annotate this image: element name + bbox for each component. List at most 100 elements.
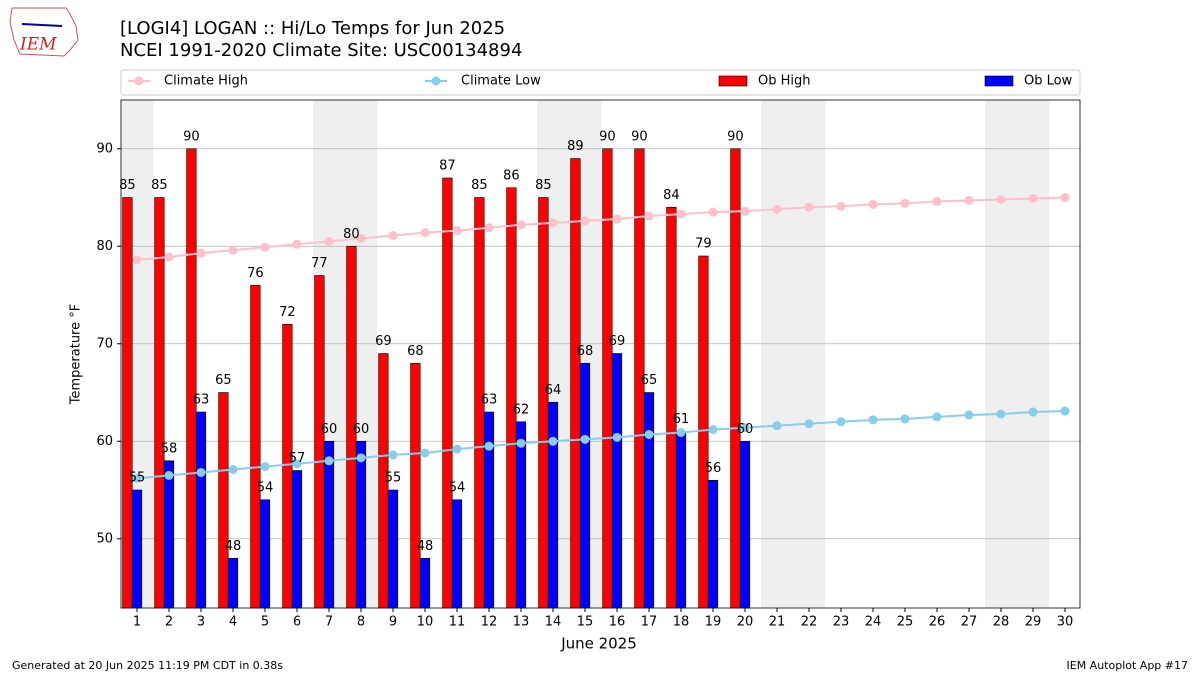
climate-point xyxy=(516,438,526,448)
value-label: 85 xyxy=(471,178,488,193)
climate-point xyxy=(772,421,782,431)
x-tick-label: 21 xyxy=(769,615,786,630)
value-label: 77 xyxy=(311,256,328,271)
bar xyxy=(131,489,143,609)
x-tick-label: 10 xyxy=(417,615,434,630)
bar xyxy=(707,479,719,609)
climate-point xyxy=(740,423,750,433)
x-tick-label: 13 xyxy=(513,615,530,630)
logo-outline xyxy=(9,7,79,57)
logo: IEM xyxy=(9,7,79,57)
bar xyxy=(570,158,581,609)
bar xyxy=(291,470,303,609)
value-label: 62 xyxy=(513,402,530,417)
value-label: 90 xyxy=(727,129,744,144)
value-label: 84 xyxy=(663,188,680,203)
bar xyxy=(643,392,655,609)
climate-point xyxy=(516,220,526,230)
x-tick-label: 28 xyxy=(993,615,1010,630)
climate-point xyxy=(612,214,622,224)
bar xyxy=(506,187,517,609)
climate-point xyxy=(1060,193,1070,203)
climate-point xyxy=(836,417,846,427)
weekend-shade xyxy=(1017,100,1049,608)
value-label: 85 xyxy=(119,178,136,193)
y-tick-label: 80 xyxy=(96,239,113,254)
bar xyxy=(259,499,271,609)
bar xyxy=(410,362,421,609)
climate-point xyxy=(356,233,366,243)
value-label: 57 xyxy=(289,451,306,466)
value-label: 63 xyxy=(193,393,210,408)
bar xyxy=(602,148,613,609)
climate-point xyxy=(996,194,1006,204)
x-tick-label: 4 xyxy=(229,615,237,630)
climate-point xyxy=(548,218,558,228)
value-label: 48 xyxy=(417,539,434,554)
x-tick-label: 16 xyxy=(609,615,626,630)
climate-point xyxy=(932,196,942,206)
bar xyxy=(355,440,367,609)
legend-label: Climate Low xyxy=(461,74,541,89)
climate-point xyxy=(388,450,398,460)
value-label: 90 xyxy=(631,129,648,144)
x-tick-label: 1 xyxy=(133,615,141,630)
climate-point xyxy=(708,207,718,217)
climate-point xyxy=(132,255,142,265)
bar xyxy=(419,557,431,609)
climate-point xyxy=(964,410,974,420)
bar xyxy=(698,255,709,609)
x-tick-label: 12 xyxy=(481,615,498,630)
bar xyxy=(122,197,133,609)
legend-label: Ob Low xyxy=(1024,74,1073,89)
climate-point xyxy=(868,199,878,209)
climate-point xyxy=(356,453,366,463)
bar xyxy=(483,411,495,609)
bar xyxy=(282,323,293,609)
footer-left: Generated at 20 Jun 2025 11:19 PM CDT in… xyxy=(12,659,283,672)
x-tick-label: 6 xyxy=(293,615,301,630)
climate-point xyxy=(388,231,398,241)
climate-point xyxy=(932,412,942,422)
plot-frame xyxy=(120,99,1081,609)
bar xyxy=(218,392,229,609)
value-label: 55 xyxy=(129,471,146,486)
value-label: 86 xyxy=(503,168,520,183)
climate-point xyxy=(612,432,622,442)
x-tick-label: 9 xyxy=(389,615,397,630)
value-label: 68 xyxy=(577,344,594,359)
value-label: 69 xyxy=(609,334,626,349)
x-tick-label: 23 xyxy=(833,615,850,630)
bar xyxy=(314,275,325,609)
climate-point xyxy=(420,448,430,458)
climate-point xyxy=(420,228,430,238)
value-label: 63 xyxy=(481,393,498,408)
value-label: 85 xyxy=(535,178,552,193)
x-tick-label: 11 xyxy=(449,615,466,630)
climate-point xyxy=(676,427,686,437)
legend-label: Climate High xyxy=(164,74,248,89)
climate-line xyxy=(136,196,1066,261)
bar xyxy=(579,362,591,609)
legend-swatch xyxy=(718,75,748,87)
legend-box xyxy=(120,69,1081,96)
footer-right: IEM Autoplot App #17 xyxy=(1067,659,1189,672)
bar xyxy=(666,206,677,609)
climate-point xyxy=(196,248,206,258)
value-label: 80 xyxy=(343,227,360,242)
value-label: 69 xyxy=(375,334,392,349)
climate-point xyxy=(964,195,974,205)
x-tick-label: 2 xyxy=(165,615,173,630)
value-label: 58 xyxy=(161,441,178,456)
weekend-shade xyxy=(761,100,793,608)
x-tick-label: 22 xyxy=(801,615,818,630)
climate-point xyxy=(804,419,814,429)
value-label: 64 xyxy=(545,383,562,398)
value-label: 65 xyxy=(641,373,658,388)
value-label: 76 xyxy=(247,266,264,281)
x-tick-label: 14 xyxy=(545,615,562,630)
climate-point xyxy=(228,245,238,255)
climate-point xyxy=(580,434,590,444)
x-tick-label: 26 xyxy=(929,615,946,630)
bar xyxy=(250,284,261,609)
